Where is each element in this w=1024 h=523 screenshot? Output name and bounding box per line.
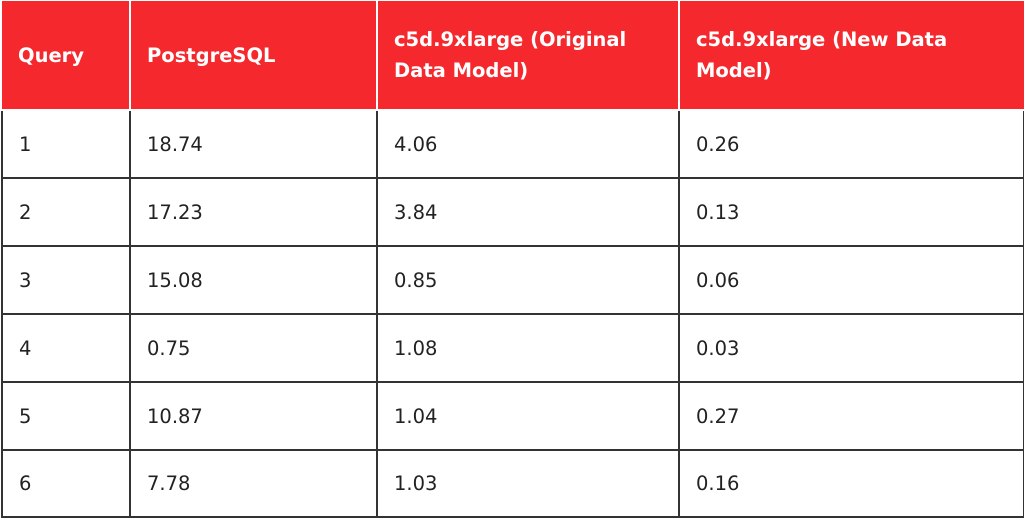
cell-new-data-model: 0.27	[678, 382, 1024, 451]
cell-postgresql: 15.08	[129, 246, 378, 315]
cell-postgresql: 7.78	[129, 450, 378, 518]
table-row: 4 0.75 1.08 0.03	[1, 314, 1024, 383]
cell-new-data-model: 0.26	[678, 110, 1024, 179]
cell-query: 3	[1, 246, 131, 315]
column-header-new-data-model: c5d.9xlarge (New Data Model)	[678, 1, 1024, 111]
table-body: 1 18.74 4.06 0.26 2 17.23 3.84 0.13 3 15…	[1, 110, 1024, 518]
cell-postgresql: 10.87	[129, 382, 378, 451]
cell-new-data-model: 0.03	[678, 314, 1024, 383]
cell-postgresql: 17.23	[129, 178, 378, 247]
cell-postgresql: 0.75	[129, 314, 378, 383]
table-row: 6 7.78 1.03 0.16	[1, 450, 1024, 518]
table-row: 3 15.08 0.85 0.06	[1, 246, 1024, 315]
cell-postgresql: 18.74	[129, 110, 378, 179]
cell-query: 1	[1, 110, 131, 179]
cell-original-data-model: 3.84	[376, 178, 680, 247]
cell-original-data-model: 1.08	[376, 314, 680, 383]
cell-new-data-model: 0.13	[678, 178, 1024, 247]
table-header: Query PostgreSQL c5d.9xlarge (Original D…	[2, 1, 1024, 111]
cell-new-data-model: 0.06	[678, 246, 1024, 315]
cell-query: 5	[1, 382, 131, 451]
cell-new-data-model: 0.16	[678, 450, 1024, 518]
column-header-original-data-model: c5d.9xlarge (Original Data Model)	[376, 1, 680, 111]
cell-original-data-model: 1.03	[376, 450, 680, 518]
cell-query: 2	[1, 178, 131, 247]
cell-query: 6	[1, 450, 131, 518]
column-header-postgresql: PostgreSQL	[129, 1, 378, 111]
column-header-query: Query	[2, 1, 131, 111]
cell-original-data-model: 1.04	[376, 382, 680, 451]
cell-query: 4	[1, 314, 131, 383]
cell-original-data-model: 4.06	[376, 110, 680, 179]
table-row: 2 17.23 3.84 0.13	[1, 178, 1024, 247]
table-row: 5 10.87 1.04 0.27	[1, 382, 1024, 451]
header-row: Query PostgreSQL c5d.9xlarge (Original D…	[2, 1, 1024, 111]
table-row: 1 18.74 4.06 0.26	[1, 110, 1024, 179]
cell-original-data-model: 0.85	[376, 246, 680, 315]
